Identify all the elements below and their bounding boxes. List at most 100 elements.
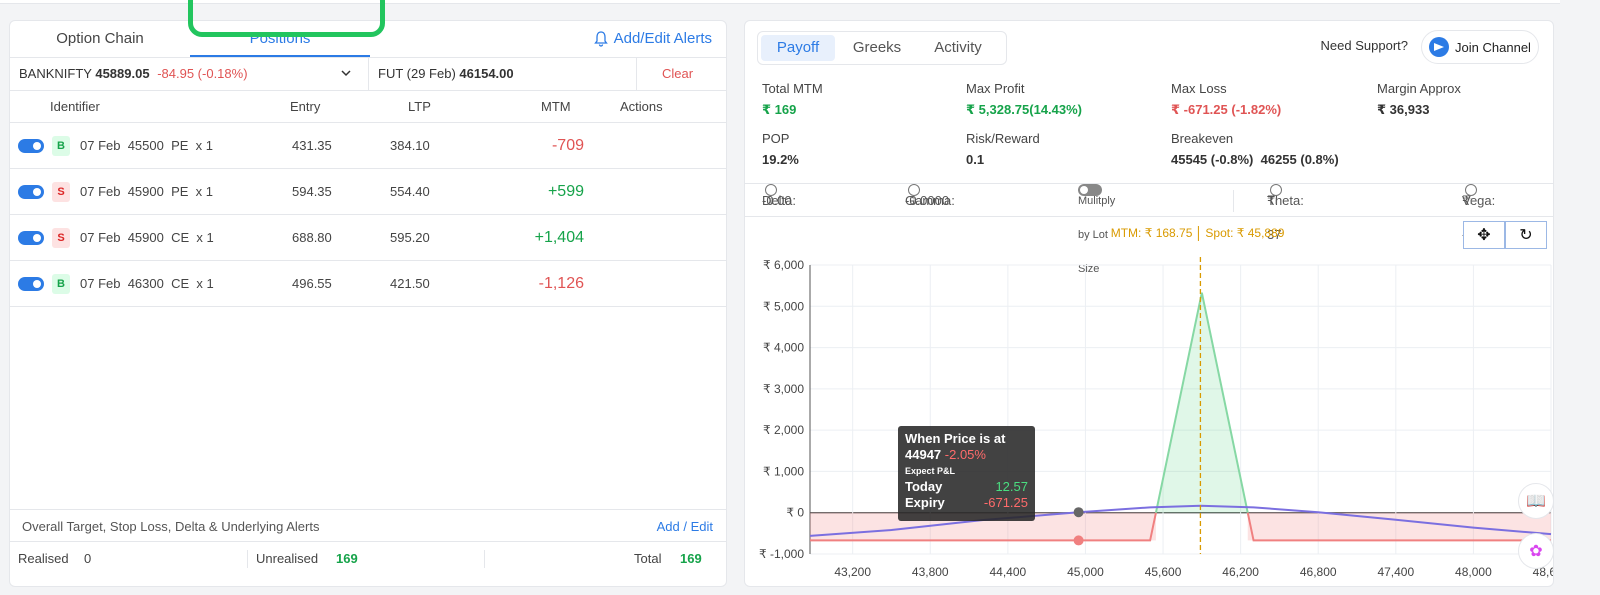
theta-label: Theta: [1267, 193, 1304, 208]
stat-label: POP [762, 131, 790, 146]
multiply-label: Mulitply by Lot Size [1078, 195, 1116, 275]
chart-tooltip: When Price is at 44947 -2.05% Expect P&L… [898, 426, 1035, 521]
side-badge: S [52, 182, 70, 202]
tooltip-today-row: Today 12.57 [905, 479, 1028, 495]
side-badge: B [52, 274, 70, 294]
y-tick-label: ₹ 5,000 [763, 299, 804, 313]
entry-price: 496.55 [292, 276, 332, 291]
stat-value: ₹ -671.25 (-1.82%) [1171, 102, 1282, 117]
stat-label: Margin Approx [1377, 81, 1461, 96]
divider [636, 58, 637, 91]
pan-button[interactable]: ✥ [1463, 221, 1505, 249]
overall-alerts-text: Overall Target, Stop Loss, Delta & Under… [22, 519, 320, 534]
today-marker [1073, 507, 1084, 518]
col-ltp: LTP [408, 99, 431, 114]
guide-button[interactable]: 📖 [1518, 483, 1554, 519]
instrument-bar: BANKNIFTY 45889.05 -84.95 (-0.18%) FUT (… [10, 58, 726, 91]
x-tick-label: 47,400 [1377, 565, 1414, 579]
futures-price: 46154.00 [459, 66, 514, 81]
table-row[interactable]: B 07 Feb 46300 CE x 1 496.55 421.50 -1,126 [10, 261, 726, 307]
tab-positions[interactable]: Positions [190, 21, 370, 57]
stat-max-loss: Max Loss ₹ -671.25 (-1.82%) [1171, 81, 1281, 118]
greeks-bar: Delta: i -0.00 Gamma: i -0.0000 Mulitply by … [745, 183, 1553, 275]
expiry-marker [1073, 535, 1084, 546]
stat-label: Max Profit [966, 81, 1025, 96]
table-row[interactable]: S 07 Feb 45900 PE x 1 594.35 554.40 +599 [10, 169, 726, 215]
table-row[interactable]: S 07 Feb 45900 CE x 1 688.80 595.20 +1,404 [10, 215, 726, 261]
payoff-tabs: Payoff Greeks Activity [757, 31, 1007, 65]
table-row[interactable]: B 07 Feb 45500 PE x 1 431.35 384.10 -709 [10, 123, 726, 169]
need-support-label: Need Support? [1320, 38, 1408, 53]
mtm-label: MTM: ₹ 168.75 [1111, 226, 1193, 240]
col-actions: Actions [620, 99, 663, 114]
x-tick-label: 45,600 [1145, 565, 1182, 579]
position-toggle[interactable] [18, 231, 44, 245]
tooltip-price: 44947 [905, 447, 942, 462]
ltp-value: 554.40 [390, 184, 430, 199]
position-identifier: 07 Feb 45900 CE x 1 [80, 230, 214, 245]
reset-zoom-button[interactable]: ↻ [1505, 221, 1547, 249]
realised-label: Realised [18, 551, 69, 566]
delta-value: -0.00 [762, 193, 792, 208]
add-edit-alerts-button[interactable]: Add/Edit Alerts [593, 21, 712, 57]
y-tick-label: ₹ 6,000 [763, 258, 804, 272]
stat-label: Max Loss [1171, 81, 1227, 96]
loss-region [1247, 512, 1551, 541]
stat-breakeven: Breakeven 45545 (-0.8%) 46255 (0.8%) [1171, 131, 1339, 167]
underlying-price: 45889.05 [95, 66, 150, 81]
stat-label: Risk/Reward [966, 131, 1040, 146]
bell-icon [593, 31, 608, 47]
brain-icon: ✿ [1529, 543, 1543, 560]
unrealised-label: Unrealised [256, 551, 319, 566]
x-tick-label: 45,000 [1067, 565, 1104, 579]
tab-activity[interactable]: Activity [934, 39, 982, 56]
table-header: Identifier Entry LTP MTM Actions [10, 91, 726, 123]
ai-assistant-button[interactable]: ✿ [1518, 533, 1554, 569]
underlying-selector[interactable]: BANKNIFTY 45889.05 -84.95 (-0.18%) [19, 58, 248, 90]
expiry-line-profit [1154, 292, 1249, 513]
tooltip-expiry-row: Expiry -671.25 [905, 495, 1028, 511]
x-tick-label: 43,200 [834, 565, 871, 579]
toggle-switch[interactable] [1078, 184, 1102, 196]
ltp-value: 384.10 [390, 138, 430, 153]
position-toggle[interactable] [18, 139, 44, 153]
join-channel-label: Join Channel [1455, 39, 1531, 55]
gamma-label: Gamma: [905, 193, 955, 208]
clear-button[interactable]: Clear [662, 66, 694, 81]
tooltip-today-value: 12.57 [995, 479, 1028, 494]
add-edit-button[interactable]: Add / Edit [656, 519, 713, 534]
ltp-value: 595.20 [390, 230, 430, 245]
position-toggle[interactable] [18, 185, 44, 199]
panel-tabs: Option Chain Positions Add/Edit Alerts [10, 21, 726, 58]
chevron-down-icon[interactable] [340, 67, 352, 79]
underlying-name: BANKNIFTY [19, 66, 92, 81]
divider [1233, 190, 1234, 212]
pnl-summary: Realised 0 Unrealised 169 Total 169 [10, 542, 726, 576]
tooltip-subtitle: Expect P&L [905, 466, 956, 476]
stat-value: ₹ 169 [762, 102, 797, 117]
x-tick-label: 43,800 [912, 565, 949, 579]
theta-value: ₹ 37 [1267, 193, 1282, 242]
overall-alerts-bar: Overall Target, Stop Loss, Delta & Under… [10, 509, 726, 542]
join-channel-button[interactable]: Join Channel [1421, 30, 1539, 64]
payoff-chart[interactable]: ₹ 6,000 ₹ 5,000 ₹ 4,000 ₹ 3,000 ₹ 2,000 ₹ 1,0… [745, 219, 1554, 587]
move-icon: ✥ [1477, 227, 1491, 244]
stat-total-mtm: Total MTM ₹ 169 [762, 81, 823, 118]
futures-info: FUT (29 Feb) 46154.00 [378, 58, 514, 90]
stat-label: Total MTM [762, 81, 823, 96]
position-identifier: 07 Feb 45900 PE x 1 [80, 184, 213, 199]
tooltip-pct: -2.05% [944, 447, 986, 462]
mtm-value: -709 [551, 137, 584, 154]
tab-greeks[interactable]: Greeks [852, 39, 902, 56]
tooltip-expiry-value: -671.25 [983, 495, 1028, 510]
position-toggle[interactable] [18, 277, 44, 291]
y-tick-label: ₹ -1,000 [759, 547, 804, 561]
delta-label: Delta: [762, 193, 796, 208]
tab-payoff[interactable]: Payoff [761, 35, 835, 61]
divider [247, 550, 248, 568]
y-tick-label: ₹ 2,000 [763, 423, 804, 437]
tab-option-chain[interactable]: Option Chain [56, 30, 144, 47]
position-identifier: 07 Feb 46300 CE x 1 [80, 276, 214, 291]
stat-max-profit: Max Profit ₹ 5,328.75(14.43%) [966, 81, 1082, 118]
stat-pop: POP 19.2% [762, 131, 799, 167]
